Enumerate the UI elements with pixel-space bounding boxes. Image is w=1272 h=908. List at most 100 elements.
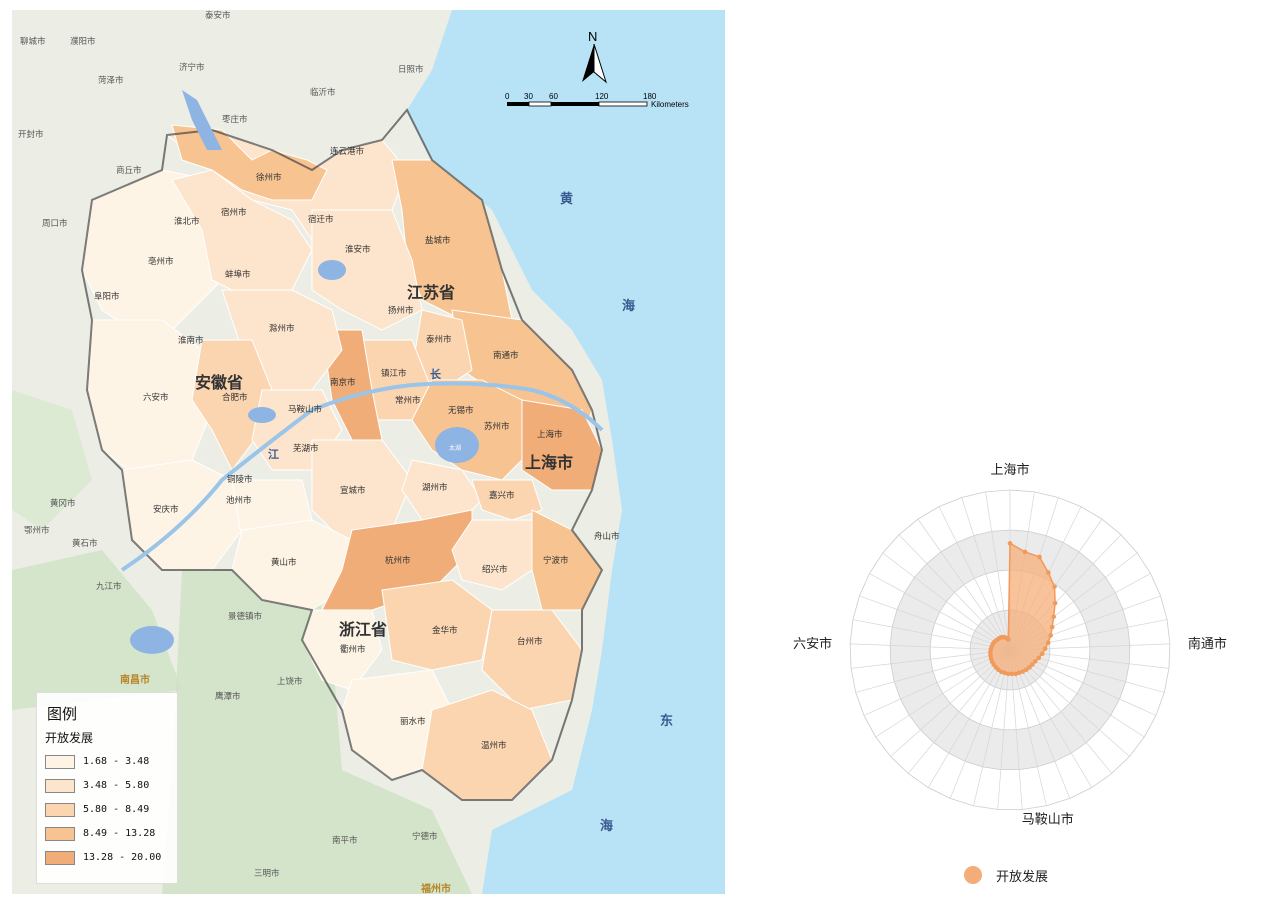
outside-label: 鄂州市 xyxy=(24,525,50,536)
radar-axis-label: 六安市 xyxy=(793,636,832,652)
scale-seg xyxy=(598,101,648,107)
scale-tick: 60 xyxy=(549,92,558,101)
radar-point[interactable] xyxy=(1023,667,1029,673)
sea-label-dong: 东 xyxy=(660,713,673,729)
city-label: 宣城市 xyxy=(340,485,366,496)
river-label-jiang: 江 xyxy=(268,447,279,461)
map-panel: 江苏省 安徽省 浙江省 上海市 黄 海 东 海 长 江 太湖 连云港市 徐州市 … xyxy=(12,10,725,894)
region-suzhou-bengbu[interactable] xyxy=(171,169,313,301)
legend-item: 5.80 - 8.49 xyxy=(45,803,173,819)
outside-label: 景德镇市 xyxy=(228,611,263,622)
radar-point[interactable] xyxy=(1022,549,1028,555)
radar-point[interactable] xyxy=(1052,584,1057,590)
legend-item: 1.68 - 3.48 xyxy=(45,755,173,771)
north-arrow-icon: N xyxy=(578,28,610,92)
radar-point[interactable] xyxy=(1036,655,1042,661)
city-label: 池州市 xyxy=(226,495,252,506)
legend-item: 8.49 - 13.28 xyxy=(45,827,173,843)
radar-chart-panel: 上海市南通市马鞍山市 六安市 xyxy=(770,440,1270,900)
radar-point[interactable] xyxy=(1048,633,1053,638)
city-label: 湖州市 xyxy=(422,482,448,493)
taihu-lake xyxy=(435,427,479,463)
outside-label: 三明市 xyxy=(254,868,280,879)
city-label: 安庆市 xyxy=(153,504,179,515)
legend-swatch xyxy=(45,755,75,769)
city-label: 扬州市 xyxy=(388,305,414,316)
radar-point[interactable] xyxy=(1006,637,1011,642)
outside-label: 临沂市 xyxy=(310,87,336,98)
outside-label: 九江市 xyxy=(96,581,122,592)
outside-label: 聊城市 xyxy=(20,36,46,47)
radar-spoke xyxy=(851,649,1011,669)
city-label: 连云港市 xyxy=(330,146,365,157)
region-jiaxing[interactable] xyxy=(471,479,543,521)
outside-label: 南昌市 xyxy=(120,673,150,686)
radar-spoke xyxy=(898,534,1011,651)
radar-legend[interactable]: 开放发展 xyxy=(964,864,1104,886)
outside-label: 周口市 xyxy=(42,218,68,229)
radar-spoke xyxy=(961,497,1011,651)
radar-spoke xyxy=(907,649,1011,774)
radar-spoke xyxy=(859,595,1011,651)
radar-point[interactable] xyxy=(1040,651,1045,657)
radar-point[interactable] xyxy=(1049,624,1055,630)
radar-spoke xyxy=(985,491,1011,651)
radar-point[interactable] xyxy=(1016,670,1022,676)
city-label: 马鞍山市 xyxy=(288,404,323,415)
radar-point[interactable] xyxy=(1046,570,1051,575)
radar-point[interactable] xyxy=(1051,614,1056,619)
radar-point[interactable] xyxy=(1013,671,1018,677)
scale-tick: 180 xyxy=(643,92,657,101)
outside-label: 宁德市 xyxy=(412,831,438,842)
city-label: 阜阳市 xyxy=(94,291,120,302)
radar-spoke xyxy=(1009,649,1023,810)
radar-spoke xyxy=(869,573,1011,651)
city-label: 盐城市 xyxy=(425,235,451,246)
radar-point[interactable] xyxy=(1005,671,1011,677)
legend-label: 5.80 - 8.49 xyxy=(83,804,150,815)
radar-spoke xyxy=(949,649,1011,799)
legend-label: 8.49 - 13.28 xyxy=(83,828,156,839)
scale-tick: 0 xyxy=(505,92,510,101)
outside-label: 黄冈市 xyxy=(50,498,76,509)
radar-axis-label: 马鞍山市 xyxy=(1022,812,1074,828)
legend-title: 图例 xyxy=(47,705,78,723)
radar-point[interactable] xyxy=(1052,600,1058,606)
city-label: 镇江市 xyxy=(381,368,407,379)
radar-point[interactable] xyxy=(1027,665,1032,670)
city-label: 杭州市 xyxy=(385,555,411,566)
radar-point[interactable] xyxy=(1045,640,1051,645)
city-label: 衢州市 xyxy=(340,644,366,655)
radar-spoke xyxy=(890,649,1011,757)
radar-spoke xyxy=(917,518,1011,651)
radar-point[interactable] xyxy=(1037,554,1042,560)
radar-point[interactable] xyxy=(1009,671,1015,677)
region-huaian-yangzhou[interactable] xyxy=(311,209,423,331)
choropleth-map[interactable]: 江苏省 安徽省 浙江省 上海市 黄 海 东 海 长 江 太湖 连云港市 徐州市 … xyxy=(12,10,725,894)
city-label: 泰州市 xyxy=(426,334,452,345)
radar-spoke xyxy=(863,649,1011,716)
sea-label-hai1: 海 xyxy=(622,298,635,314)
city-label: 合肥市 xyxy=(222,392,248,403)
radar-point[interactable] xyxy=(1042,646,1048,651)
radar-axis-label: 上海市 xyxy=(990,462,1029,478)
radar-point[interactable] xyxy=(1020,669,1026,674)
sea-label-hai2: 海 xyxy=(600,818,613,834)
legend-swatch xyxy=(45,779,75,793)
radar-point[interactable] xyxy=(1033,659,1038,664)
city-label: 绍兴市 xyxy=(482,564,508,575)
map-legend: 图例 开放发展 1.68 - 3.48 3.48 - 5.80 5.80 - 8… xyxy=(36,692,178,884)
terrain-west xyxy=(12,550,182,710)
city-label: 滁州市 xyxy=(269,323,295,334)
region-jinhua[interactable] xyxy=(381,579,493,671)
radar-axis-label: 南通市 xyxy=(1188,636,1227,652)
radar-point[interactable] xyxy=(1030,662,1035,667)
province-label-anhui: 安徽省 xyxy=(195,373,243,392)
radar-point[interactable] xyxy=(1007,541,1013,546)
legend-swatch xyxy=(45,803,75,817)
outside-label: 泰安市 xyxy=(205,10,231,21)
scale-seg xyxy=(528,101,552,107)
legend-label: 3.48 - 5.80 xyxy=(83,780,150,791)
outside-label: 鹰潭市 xyxy=(215,691,241,702)
